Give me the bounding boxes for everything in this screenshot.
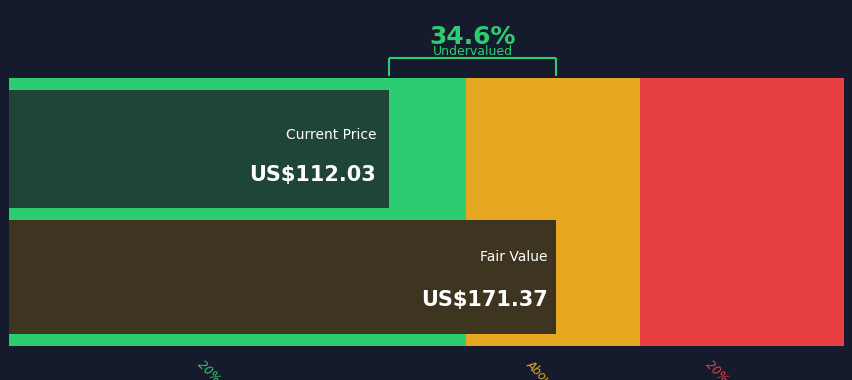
Bar bbox=[639, 78, 843, 347]
Bar bbox=[9, 78, 465, 347]
Text: US$171.37: US$171.37 bbox=[421, 290, 547, 310]
Text: About Right: About Right bbox=[523, 358, 581, 380]
Text: 20% Undervalued: 20% Undervalued bbox=[195, 358, 279, 380]
Text: Fair Value: Fair Value bbox=[480, 250, 547, 264]
Text: 34.6%: 34.6% bbox=[429, 25, 515, 49]
Bar bbox=[465, 78, 639, 347]
Bar bbox=[9, 220, 556, 334]
Text: Current Price: Current Price bbox=[285, 128, 376, 142]
Text: Undervalued: Undervalued bbox=[432, 44, 512, 58]
Bar bbox=[9, 90, 389, 208]
Text: US$112.03: US$112.03 bbox=[250, 165, 376, 185]
Text: 20% Overvalued: 20% Overvalued bbox=[702, 358, 780, 380]
